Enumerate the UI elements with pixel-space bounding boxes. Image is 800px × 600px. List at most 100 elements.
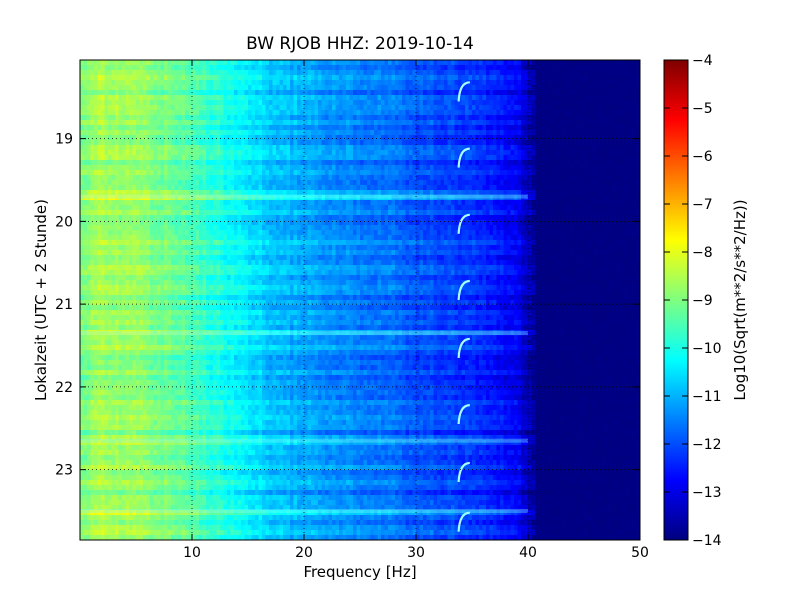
heatmap-cell [90,505,95,511]
heatmap-cell [108,420,113,426]
heatmap-cell [139,415,144,421]
heatmap-cell [129,490,134,496]
heatmap-cell [234,215,239,221]
heatmap-cell [83,90,88,96]
heatmap-cell [213,465,218,471]
heatmap-cell [241,305,246,311]
heatmap-cell [209,455,214,461]
heatmap-cell [157,115,162,121]
heatmap-cell [111,385,116,391]
heatmap-cell [122,150,127,156]
heatmap-cell [216,370,221,376]
heatmap-cell [178,480,183,486]
heatmap-cell [118,285,123,291]
heatmap-cell [139,325,144,331]
heatmap-cell [192,520,197,526]
heatmap-cell [167,355,172,361]
heatmap-cell [206,475,211,481]
heatmap-cell [255,490,260,496]
heatmap-cell [146,505,151,511]
heatmap-cell [97,155,102,161]
heatmap-cell [164,490,169,496]
heatmap-cell [153,495,158,501]
heatmap-cell [167,350,172,356]
heatmap-cell [251,395,256,401]
heatmap-cell [241,220,246,226]
heatmap-cell [83,270,88,276]
heatmap-cell [213,410,218,416]
heatmap-cell [181,390,186,396]
heatmap-cell [167,440,172,446]
heatmap-cell [136,515,141,521]
heatmap-cell [94,230,99,236]
heatmap-cell [216,260,221,266]
heatmap-cell [90,420,95,426]
heatmap-cell [248,480,253,486]
heatmap-cell [199,520,204,526]
heatmap-cell [167,415,172,421]
heatmap-cell [258,115,263,121]
heatmap-cell [104,175,109,181]
heatmap-cell [164,390,169,396]
heatmap-cell [94,330,99,336]
heatmap-cell [195,180,200,186]
heatmap-cell [220,295,225,301]
heatmap-cell [104,105,109,111]
heatmap-cell [101,100,106,106]
heatmap-cell [220,85,225,91]
heatmap-cell [213,85,218,91]
heatmap-cell [248,355,253,361]
heatmap-cell [192,360,197,366]
heatmap-cell [111,160,116,166]
heatmap-cell [129,275,134,281]
heatmap-cell [227,140,232,146]
heatmap-cell [101,275,106,281]
heatmap-cell [132,435,137,441]
heatmap-cell [185,405,190,411]
heatmap-cell [129,260,134,266]
heatmap-cell [258,250,263,256]
heatmap-cell [223,375,228,381]
heatmap-cell [132,215,137,221]
heatmap-cell [153,385,158,391]
heatmap-cell [199,100,204,106]
heatmap-cell [80,370,85,376]
heatmap-cell [181,255,186,261]
heatmap-cell [104,165,109,171]
heatmap-cell [255,320,260,326]
heatmap-cell [115,235,120,241]
heatmap-cell [90,350,95,356]
heatmap-cell [185,510,190,516]
heatmap-cell [111,215,116,221]
heatmap-cell [132,150,137,156]
heatmap-cell [104,530,109,536]
heatmap-cell [174,360,179,366]
heatmap-cell [248,450,253,456]
heatmap-cell [150,530,155,536]
heatmap-cell [213,375,218,381]
heatmap-cell [220,410,225,416]
heatmap-cell [244,220,249,226]
heatmap-cell [157,285,162,291]
heatmap-cell [153,130,158,136]
heatmap-cell [223,220,228,226]
heatmap-cell [150,520,155,526]
heatmap-cell [80,335,85,341]
heatmap-cell [181,220,186,226]
heatmap-cell [202,255,207,261]
heatmap-cell [227,445,232,451]
heatmap-cell [94,205,99,211]
heatmap-cell [94,310,99,316]
heatmap-cell [192,260,197,266]
heatmap-cell [125,520,130,526]
heatmap-cell [181,350,186,356]
heatmap-cell [122,295,127,301]
heatmap-cell [80,320,85,326]
heatmap-cell [90,355,95,361]
heatmap-cell [164,310,169,316]
heatmap-cell [209,275,214,281]
heatmap-cell [90,400,95,406]
heatmap-cell [195,420,200,426]
heatmap-cell [164,315,169,321]
heatmap-cell [230,445,235,451]
